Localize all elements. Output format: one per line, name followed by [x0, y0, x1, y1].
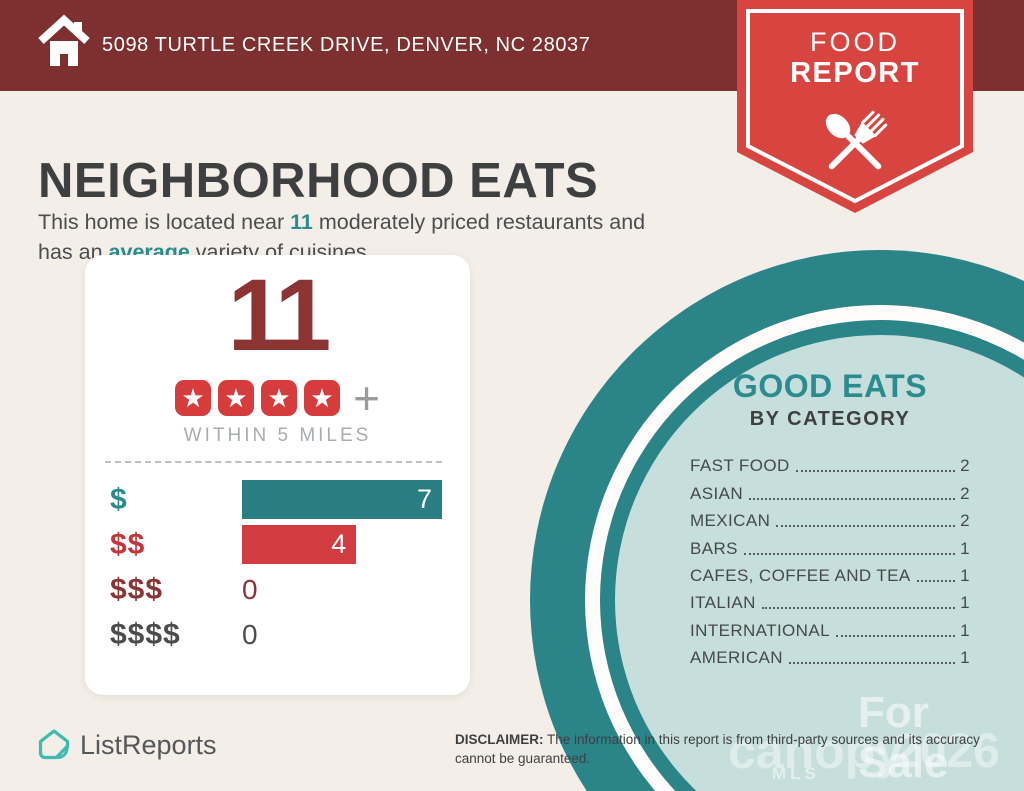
category-count: 1 — [960, 620, 970, 640]
dot-leader — [749, 497, 956, 500]
price-zero-value: 0 — [242, 618, 258, 650]
category-label: AMERICAN — [690, 648, 783, 668]
category-row: ITALIAN 1 — [690, 590, 970, 617]
category-row: INTERNATIONAL 1 — [690, 617, 970, 644]
dot-leader — [916, 579, 956, 582]
price-bar-value: 4 — [331, 529, 347, 559]
subtitle-text: This home is located near — [38, 209, 291, 234]
plus-icon: + — [353, 372, 380, 424]
category-count: 1 — [960, 538, 970, 558]
restaurant-count-inline: 11 — [290, 209, 313, 234]
restaurant-stats-card: 11 ★ ★ ★ ★ + WITHIN 5 MILES $7 $$ 4 $$$ 0 $$$$ 0 — [85, 255, 470, 695]
good-eats-subtitle: BY CATEGORY — [749, 408, 911, 430]
food-report-ribbon: FOOD REPORT — [737, 0, 973, 215]
category-label: FAST FOOD — [690, 456, 790, 476]
category-count: 2 — [960, 483, 970, 503]
category-count: 1 — [960, 648, 970, 668]
category-count: 2 — [960, 456, 970, 476]
star-icon: ★ — [175, 380, 212, 416]
page-subtitle: This home is located near 11 moderately … — [38, 209, 646, 264]
category-row: AMERICAN 1 — [690, 645, 970, 672]
property-address: 5098 TURTLE CREEK DRIVE, DENVER, NC 2803… — [102, 34, 591, 56]
ribbon-title-line1: FOOD — [810, 27, 900, 57]
category-list: FAST FOOD 2 ASIAN 2 MEXICAN 2 BARS 1 CAFES, COFF… — [690, 453, 970, 672]
home-icon — [38, 14, 90, 66]
star-rating: ★ ★ ★ ★ + — [85, 372, 470, 424]
category-label: CAFES, COFFEE AND TEA — [690, 565, 911, 585]
radius-label: WITHIN 5 MILES — [183, 425, 372, 446]
disclaimer: DISCLAIMER: The information in this repo… — [455, 730, 985, 768]
category-row: MEXICAN 2 — [690, 508, 970, 535]
disclaimer-text: The information in this report is from t… — [455, 732, 980, 766]
price-zero-value: 0 — [242, 573, 258, 605]
star-icon: ★ — [218, 380, 255, 416]
star-icon: ★ — [304, 380, 341, 416]
category-row: BARS 1 — [690, 535, 970, 562]
dot-leader — [835, 634, 956, 637]
category-label: INTERNATIONAL — [690, 620, 830, 640]
dot-leader — [788, 662, 956, 665]
restaurant-count: 11 — [227, 258, 332, 372]
price-bar-value: 7 — [416, 484, 432, 514]
dot-leader — [795, 470, 956, 473]
price-row: $$ 4 — [110, 522, 450, 567]
ribbon-title-line2: REPORT — [790, 57, 920, 89]
star-icon: ★ — [261, 380, 298, 416]
category-count: 1 — [960, 593, 970, 613]
listreports-logo: ListReports — [36, 727, 217, 763]
good-eats-title: GOOD EATS — [732, 368, 928, 404]
dashed-divider — [105, 461, 442, 463]
category-row: ASIAN 2 — [690, 480, 970, 507]
price-row: $7 — [110, 477, 450, 522]
category-label: MEXICAN — [690, 511, 771, 531]
dot-leader — [743, 552, 956, 555]
dot-leader — [761, 607, 956, 610]
disclaimer-label: DISCLAIMER: — [455, 732, 544, 747]
price-row: $$$$ 0 — [110, 612, 450, 657]
category-row: CAFES, COFFEE AND TEA 1 — [690, 563, 970, 590]
price-label: $$$ — [110, 572, 164, 606]
dot-leader — [776, 525, 956, 528]
category-count: 2 — [960, 511, 970, 531]
ribbon-shape — [737, 0, 973, 213]
category-label: ITALIAN — [690, 593, 756, 613]
brand-name: ListReports — [80, 729, 217, 760]
listreports-house-icon — [38, 729, 70, 760]
category-count: 1 — [960, 565, 970, 585]
price-bar: 4 — [242, 525, 357, 564]
price-label: $ — [110, 482, 128, 516]
page-title: NEIGHBORHOOD EATS — [38, 153, 599, 208]
category-label: BARS — [690, 538, 738, 558]
price-row: $$$ 0 — [110, 567, 450, 612]
category-label: ASIAN — [690, 483, 744, 503]
spoon-fork-icon — [825, 110, 888, 170]
good-eats-panel: GOOD EATS BY CATEGORY FAST FOOD 2 ASIAN 2 ME… — [690, 368, 970, 672]
price-bar: 7 — [242, 480, 442, 519]
price-label: $$$$ — [110, 617, 181, 651]
price-label: $$ — [110, 527, 146, 561]
category-row: FAST FOOD 2 — [690, 453, 970, 480]
price-level-chart: $7 $$ 4 $$$ 0 $$$$ 0 — [110, 477, 450, 657]
